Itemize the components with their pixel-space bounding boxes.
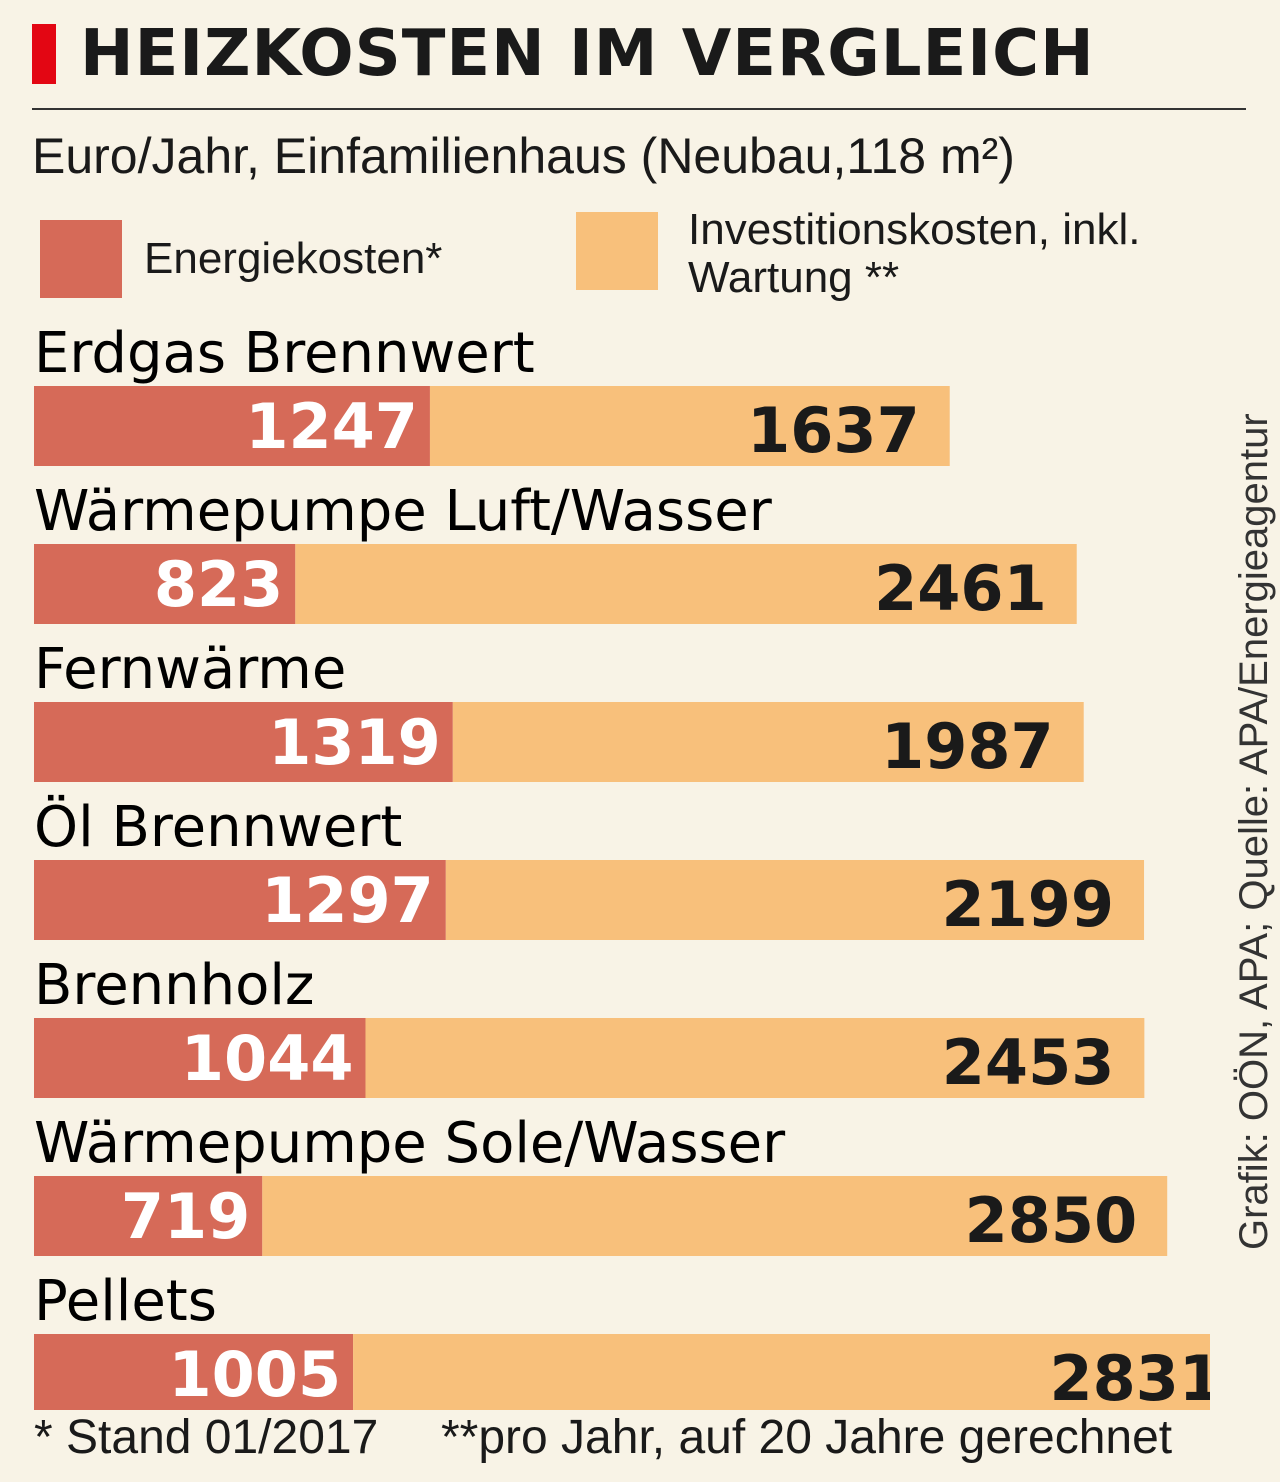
- value-label-invest: 2199: [941, 868, 1114, 941]
- bar-energy: [34, 544, 296, 624]
- value-label-invest: 2831: [1049, 1342, 1210, 1410]
- category-label: Fernwärme: [34, 637, 346, 702]
- legend-label-energy: Energiekosten*: [144, 234, 443, 283]
- bar-invest: [429, 386, 950, 466]
- bar-energy: [34, 860, 446, 940]
- chart-subtitle: Euro/Jahr, Einfamilienhaus (Neubau,118 m…: [32, 128, 1015, 184]
- bar-invest: [295, 544, 1077, 624]
- bar-energy: [34, 702, 453, 782]
- value-label-energy: 1005: [169, 1338, 342, 1410]
- value-label-energy: 1247: [245, 390, 418, 463]
- bar-energy: [34, 386, 430, 466]
- footnotes: * Stand 01/2017 **pro Jahr, auf 20 Jahre…: [34, 1408, 1172, 1468]
- bar-energy: [34, 1176, 263, 1256]
- category-label: Wärmepumpe Luft/Wasser: [34, 479, 773, 544]
- value-label-invest: 2850: [965, 1184, 1138, 1257]
- category-label: Wärmepumpe Sole/Wasser: [34, 1111, 786, 1176]
- category-label: Erdgas Brennwert: [34, 321, 535, 386]
- footnote-invest: **pro Jahr, auf 20 Jahre gerechnet: [440, 1411, 1173, 1464]
- category-label: Öl Brennwert: [34, 795, 402, 860]
- chart-title: HEIZKOSTEN IM VERGLEICH: [80, 17, 1095, 91]
- value-label-energy: 1044: [181, 1022, 354, 1095]
- title-accent-bar: [32, 24, 56, 84]
- value-label-energy: 1319: [268, 706, 441, 779]
- bar-invest: [452, 702, 1084, 782]
- legend-swatch-invest: [576, 212, 658, 290]
- legend-label-invest: Investitionskosten, inkl. Wartung **: [688, 205, 1141, 302]
- source-credit: Grafik: OÖN, APA; Quelle: APA/Energieage…: [1232, 413, 1276, 1250]
- value-label-invest: 1637: [747, 394, 920, 467]
- bar-invest: [365, 1018, 1145, 1098]
- category-label: Brennholz: [34, 953, 314, 1018]
- bar-invest: [445, 860, 1145, 940]
- bar-energy: [34, 1334, 354, 1410]
- bar-energy: [34, 1018, 366, 1098]
- value-label-energy: 1297: [261, 864, 434, 937]
- bar-invest: [353, 1334, 1210, 1410]
- category-label: Pellets: [34, 1269, 217, 1334]
- footnote-energy: * Stand 01/2017: [34, 1411, 379, 1464]
- value-label-invest: 2461: [874, 552, 1047, 625]
- legend-swatch-energy: [40, 220, 122, 298]
- title-divider: [32, 108, 1246, 110]
- bar-invest: [262, 1176, 1168, 1256]
- value-label-invest: 2453: [942, 1026, 1115, 1099]
- value-label-invest: 1987: [881, 710, 1054, 783]
- value-label-energy: 823: [154, 548, 283, 621]
- value-label-energy: 719: [121, 1180, 250, 1253]
